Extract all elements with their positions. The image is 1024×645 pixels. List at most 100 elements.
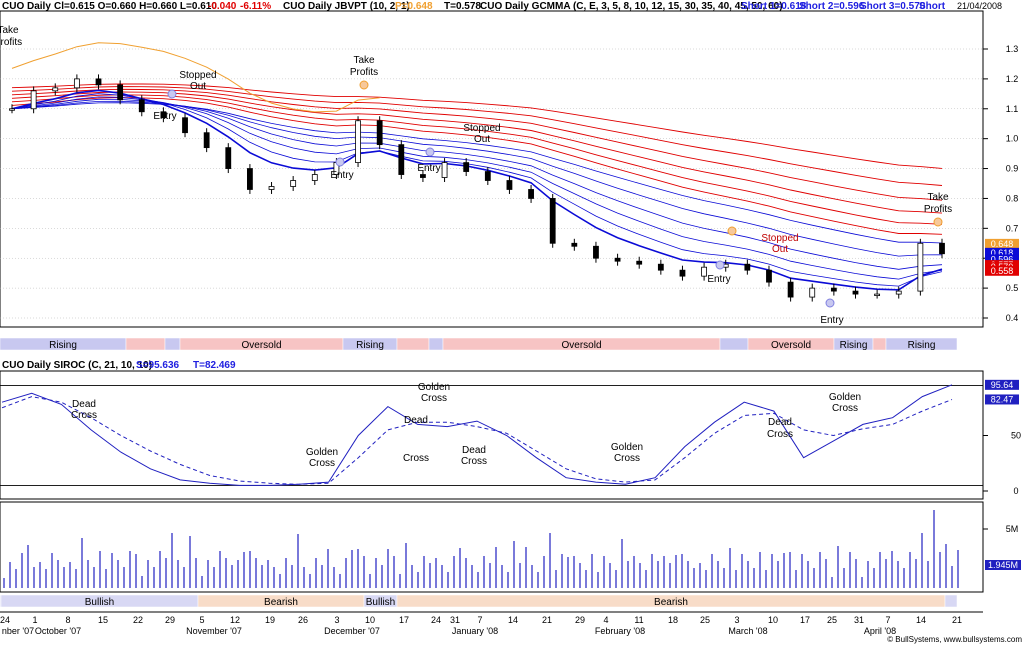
siroc-annotation: Cross [421, 393, 447, 404]
price-annotation: Stopped [463, 123, 500, 134]
candle-body [787, 281, 794, 298]
candle-body [203, 132, 210, 149]
date-day-label: 3 [334, 615, 339, 625]
siroc-tick-label: 0 [1013, 486, 1018, 496]
date-day-label: 21 [952, 615, 962, 625]
header-change: -0.040 [208, 1, 237, 12]
price-tick-label: 1.3 [1006, 44, 1019, 54]
header-short1: Short 1=0.618 [741, 1, 807, 12]
siroc-annotations: DeadCrossGoldenCrossGoldenCrossDeadCross… [71, 382, 861, 469]
price-last-box [985, 238, 1019, 249]
date-month-label: March '08 [728, 626, 767, 636]
price-tick-label: 0.9 [1006, 164, 1019, 174]
siroc-t-line [1, 396, 953, 485]
copyright-notice: © BullSystems, www.bullsystems.com [887, 635, 1022, 644]
header-date: 21/04/2008 [957, 1, 1002, 11]
candle-body [441, 162, 448, 178]
state-band-oversold [872, 337, 887, 351]
date-month-label: January '08 [452, 626, 498, 636]
price-annotation: Take [0, 25, 19, 36]
date-day-label: 29 [165, 615, 175, 625]
candle-body [701, 266, 707, 277]
candle-body [463, 162, 470, 172]
signal-dot [825, 298, 835, 308]
candle-body [593, 245, 599, 259]
date-axis: 24 1 8 15 22 29 5 12 19 26 3 10 17 24 31 7 14 21 29 4 11 18 25… [0, 611, 983, 636]
siroc-annotation: Cross [461, 456, 487, 467]
candle-body [355, 120, 361, 163]
candle-body [95, 78, 102, 86]
state-band-strip: Rising Oversold Rising Oversold Oversold Risi… [0, 337, 958, 351]
siroc-annotation: Dead [768, 417, 792, 428]
date-day-label: 31 [450, 615, 460, 625]
siroc-annotation: Golden [306, 447, 338, 458]
candle-body [484, 171, 491, 181]
date-month-label: December '07 [324, 626, 380, 636]
price-annotation: Entry [153, 111, 176, 122]
signal-dot [715, 260, 725, 270]
date-day-label: 22 [133, 615, 143, 625]
candle-body [571, 242, 578, 247]
price-tick-label: 0.4 [1006, 313, 1019, 323]
siroc-last-label: 82.47 [991, 394, 1014, 404]
date-month-label: nber '07 [2, 626, 34, 636]
siroc-annotation: Golden [611, 442, 643, 453]
state-band-rising [428, 337, 444, 351]
price-tick-label: 0.7 [1006, 223, 1019, 233]
candle-body [268, 186, 275, 190]
candle-body [290, 180, 297, 187]
siroc-tick-label: 50 [1011, 431, 1021, 441]
state-band-label: Rising [908, 340, 936, 351]
signal-dot [933, 217, 943, 227]
price-annotation: Stopped [179, 70, 216, 81]
price-tick-label: 0.8 [1006, 193, 1019, 203]
candle-body [917, 242, 924, 292]
siroc-s-line [1, 384, 953, 486]
siroc-t-value: T=82.469 [193, 360, 236, 371]
long-ma-line [11, 83, 943, 169]
date-day-label: 17 [399, 615, 409, 625]
header-change-pct: -6.11% [240, 1, 271, 12]
siroc-last-box [985, 394, 1019, 405]
signal-dot [359, 80, 369, 90]
price-tick-label: 1.1 [1006, 104, 1019, 114]
state-band-label: Oversold [771, 340, 811, 351]
candle-body [52, 87, 59, 92]
long-ma-line [11, 86, 943, 186]
date-day-label: 25 [700, 615, 710, 625]
signal-dot [167, 89, 177, 99]
date-day-label: 12 [230, 615, 240, 625]
date-month-label: November '07 [186, 626, 242, 636]
candle-body [852, 290, 859, 295]
signal-dot [425, 147, 435, 157]
siroc-annotation: Golden [829, 392, 861, 403]
siroc-header: CUO Daily SIROC (C, 21, 10, 10) S=95.636… [2, 360, 236, 371]
state-band-label: Rising [840, 340, 868, 351]
date-day-label: 14 [916, 615, 926, 625]
date-day-label: 29 [575, 615, 585, 625]
date-day-label: 31 [854, 615, 864, 625]
candle-body [636, 260, 643, 265]
siroc-name: CUO Daily SIROC (C, 21, 10, 10) [2, 360, 152, 371]
price-annotation: Out [190, 81, 206, 92]
price-last-box [985, 265, 1019, 276]
price-annotation: Out [474, 134, 490, 145]
date-day-label: 25 [827, 615, 837, 625]
candle-body [30, 90, 37, 110]
state-band-label: Rising [356, 340, 384, 351]
volume-bars [3, 510, 959, 588]
state-band-rising [719, 337, 749, 351]
date-day-label: 3 [734, 615, 739, 625]
candle-body [160, 111, 167, 119]
price-last-label: 0.596 [991, 254, 1014, 264]
candle-body [614, 257, 621, 262]
short-ma-line [11, 89, 943, 291]
candle-body [138, 99, 145, 113]
date-day-label: 5 [199, 615, 204, 625]
price-annotation: Take [353, 55, 375, 66]
siroc-s-value: S=95.636 [136, 360, 180, 371]
date-day-label: 1 [32, 615, 37, 625]
date-day-label: 26 [298, 615, 308, 625]
price-annotation: Profits [924, 204, 952, 215]
